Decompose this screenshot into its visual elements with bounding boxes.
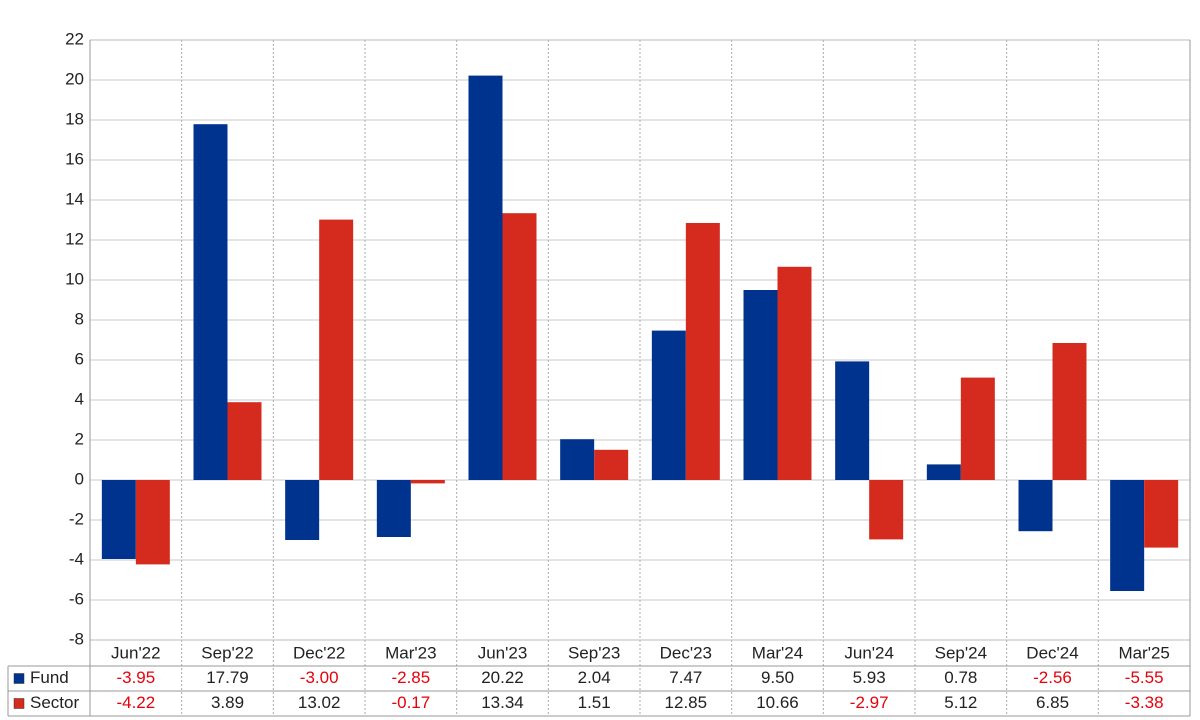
bar (1144, 480, 1179, 548)
x-tick-label: Sep'23 (568, 643, 620, 662)
table-value: 13.02 (298, 693, 341, 712)
bar (869, 480, 904, 540)
bar (835, 361, 870, 480)
y-tick-label: 2 (75, 429, 84, 448)
bar (560, 439, 595, 480)
table-value: -2.56 (1033, 668, 1072, 687)
y-tick-label: -2 (69, 509, 84, 528)
y-tick-label: 6 (75, 349, 84, 368)
legend-swatch (13, 698, 25, 709)
legend-label: Sector (30, 693, 79, 712)
bar (502, 213, 537, 480)
table-value: 12.85 (665, 693, 708, 712)
x-tick-label: Sep'24 (935, 643, 987, 662)
table-value: 2.04 (578, 668, 611, 687)
bar (1110, 480, 1145, 591)
bar (926, 464, 961, 480)
x-tick-label: Dec'22 (293, 643, 345, 662)
y-tick-label: -4 (69, 549, 84, 568)
table-value: -5.55 (1125, 668, 1164, 687)
bar (135, 480, 170, 565)
bar (685, 223, 720, 480)
bar (101, 480, 136, 559)
y-tick-label: 4 (75, 389, 84, 408)
table-value: -3.38 (1125, 693, 1164, 712)
y-tick-label: 14 (65, 189, 84, 208)
bar (651, 330, 686, 480)
bar (1052, 343, 1087, 480)
table-value: 0.78 (944, 668, 977, 687)
table-value: 1.51 (578, 693, 611, 712)
table-value: -2.97 (850, 693, 889, 712)
table-value: 3.89 (211, 693, 244, 712)
table-value: 17.79 (206, 668, 249, 687)
bar (743, 290, 778, 480)
bar (285, 480, 320, 540)
table-value: 5.12 (944, 693, 977, 712)
y-tick-label: 8 (75, 309, 84, 328)
bar (594, 449, 629, 480)
bar (777, 266, 812, 480)
table-value: -3.00 (300, 668, 339, 687)
bar (319, 219, 354, 480)
legend-swatch (13, 673, 25, 684)
y-tick-label: 10 (65, 269, 84, 288)
table-value: 6.85 (1036, 693, 1069, 712)
x-tick-label: Dec'24 (1026, 643, 1078, 662)
y-tick-label: 18 (65, 109, 84, 128)
table-value: 7.47 (669, 668, 702, 687)
x-tick-label: Mar'24 (752, 643, 803, 662)
y-tick-label: 16 (65, 149, 84, 168)
bar (468, 75, 503, 480)
x-tick-label: Sep'22 (201, 643, 253, 662)
bar (193, 124, 228, 480)
x-tick-label: Mar'25 (1118, 643, 1169, 662)
bar (376, 480, 411, 537)
x-tick-label: Jun'22 (111, 643, 161, 662)
legend-label: Fund (30, 668, 69, 687)
bar (227, 402, 262, 480)
y-tick-label: -8 (69, 629, 84, 648)
y-tick-label: 22 (65, 29, 84, 48)
x-tick-label: Jun'23 (478, 643, 528, 662)
y-tick-label: 12 (65, 229, 84, 248)
table-value: -3.95 (116, 668, 155, 687)
bar (1018, 480, 1053, 532)
table-value: -4.22 (116, 693, 155, 712)
table-value: 9.50 (761, 668, 794, 687)
table-value: 20.22 (481, 668, 524, 687)
bar (410, 480, 445, 484)
table-value: -2.85 (391, 668, 430, 687)
x-tick-label: Jun'24 (844, 643, 894, 662)
x-tick-label: Mar'23 (385, 643, 436, 662)
y-tick-label: 0 (75, 469, 84, 488)
y-tick-label: 20 (65, 69, 84, 88)
table-value: 5.93 (853, 668, 886, 687)
bar (960, 377, 995, 480)
table-value: 10.66 (756, 693, 799, 712)
table-value: 13.34 (481, 693, 524, 712)
table-value: -0.17 (391, 693, 430, 712)
y-tick-label: -6 (69, 589, 84, 608)
x-tick-label: Dec'23 (660, 643, 712, 662)
